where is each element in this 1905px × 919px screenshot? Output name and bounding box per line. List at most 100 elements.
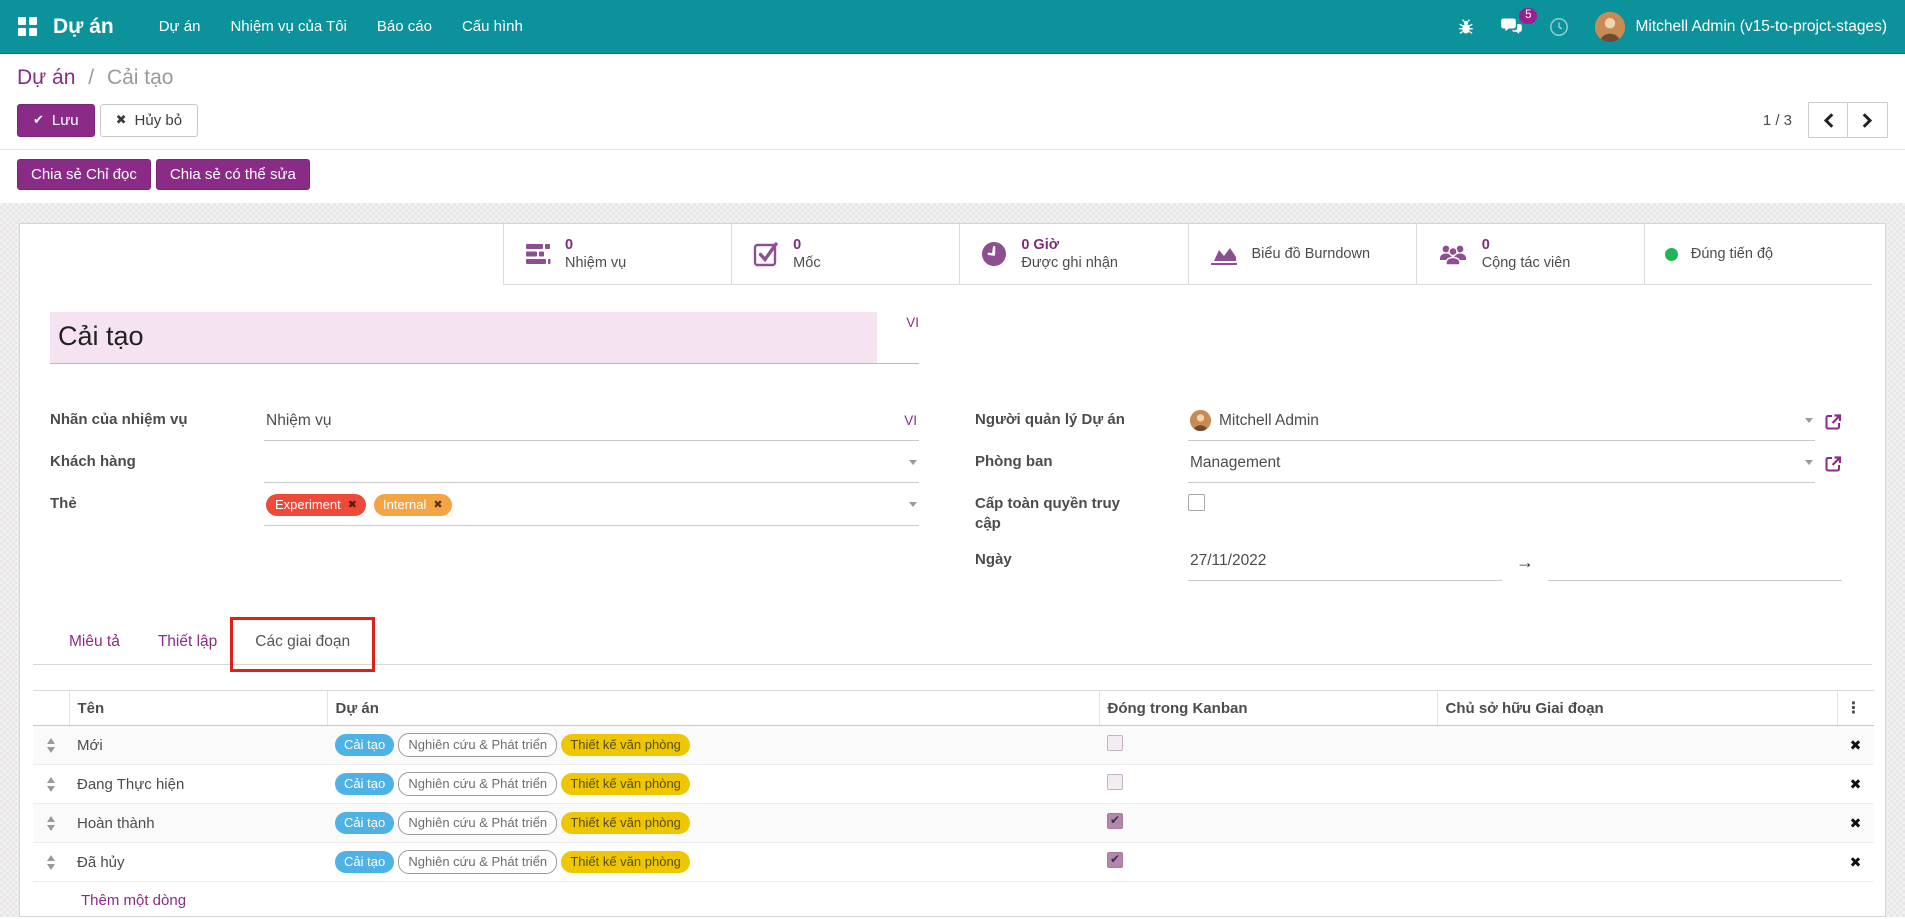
stage-name-cell[interactable]: Đang Thực hiện	[69, 764, 327, 804]
menu-item-nhiem-vu-cua-toi[interactable]: Nhiệm vụ của Tôi	[230, 17, 347, 35]
tag-experiment[interactable]: Experiment ✖	[266, 493, 366, 516]
drag-handle-icon[interactable]	[44, 815, 58, 831]
bug-icon[interactable]	[1457, 18, 1475, 36]
stage-owner-cell[interactable]	[1437, 803, 1837, 843]
add-row: Thêm một dòng	[33, 882, 1874, 917]
task-label-label: Nhãn của nhiệm vụ	[50, 411, 188, 428]
fold-checkbox[interactable]	[1107, 813, 1123, 829]
project-tag[interactable]: Thiết kế văn phòng	[561, 734, 690, 756]
tag-internal[interactable]: Internal ✖	[373, 493, 452, 516]
breadcrumb-separator: /	[88, 66, 95, 89]
project-tag[interactable]: Nghiên cứu & Phát triển	[398, 733, 558, 757]
full-access-checkbox[interactable]	[1188, 494, 1205, 511]
fold-checkbox[interactable]	[1107, 735, 1123, 751]
breadcrumb-parent[interactable]: Dự án	[17, 66, 76, 89]
stage-owner-cell[interactable]	[1437, 764, 1837, 804]
external-link-icon[interactable]	[1824, 455, 1842, 473]
discard-button[interactable]: ✖ Hủy bỏ	[99, 103, 199, 137]
pager-next-button[interactable]	[1848, 102, 1888, 138]
handle-column-header	[33, 690, 70, 726]
status-button-on-track[interactable]: Đúng tiến độ	[1643, 224, 1873, 284]
stage-projects-cell[interactable]: Cải tạo Nghiên cứu & Phát triển Thiết kế…	[327, 803, 1099, 843]
task-label-input[interactable]: Nhiệm vụ	[266, 411, 332, 429]
stat-button-milestones[interactable]: 0 Mốc	[731, 224, 960, 284]
app-name[interactable]: Dự án	[53, 14, 114, 38]
stat-button-tasks[interactable]: 0 Nhiệm vụ	[503, 224, 732, 284]
fold-checkbox[interactable]	[1107, 774, 1123, 790]
project-tag[interactable]: Cải tạo	[335, 851, 395, 873]
save-button[interactable]: ✔ Lưu	[17, 103, 95, 137]
title-translate-link[interactable]: VI	[906, 315, 919, 330]
delete-row-icon[interactable]: ✖	[1849, 814, 1862, 831]
activities-clock-icon[interactable]	[1549, 17, 1569, 37]
stage-projects-cell[interactable]: Cải tạo Nghiên cứu & Phát triển Thiết kế…	[327, 725, 1099, 765]
pager-buttons	[1808, 102, 1888, 138]
column-header-name[interactable]: Tên	[69, 690, 328, 726]
stage-owner-cell[interactable]	[1437, 842, 1837, 882]
messages-icon[interactable]: 5	[1501, 8, 1538, 36]
task-label-translate-link[interactable]: VI	[904, 413, 917, 428]
remove-tag-icon[interactable]: ✖	[347, 498, 357, 511]
remove-tag-icon[interactable]: ✖	[433, 498, 443, 511]
project-tag[interactable]: Thiết kế văn phòng	[561, 773, 690, 795]
collaborators-label: Cộng tác viên	[1481, 255, 1571, 271]
stage-owner-cell[interactable]	[1437, 725, 1837, 765]
add-row-link[interactable]: Thêm một dòng	[81, 892, 187, 910]
tab-cac-giai-doan[interactable]: Các giai đoạn	[230, 617, 376, 672]
chevron-down-icon	[1805, 418, 1813, 423]
burndown-label: Biểu đồ Burndown	[1251, 245, 1371, 262]
column-header-fold[interactable]: Đóng trong Kanban	[1099, 690, 1438, 726]
stage-name-cell[interactable]: Mới	[69, 725, 327, 765]
delete-row-icon[interactable]: ✖	[1849, 736, 1862, 753]
stage-projects-cell[interactable]: Cải tạo Nghiên cứu & Phát triển Thiết kế…	[327, 842, 1099, 882]
department-value: Management	[1190, 453, 1281, 471]
menu-item-bao-cao[interactable]: Báo cáo	[376, 17, 432, 35]
project-tag[interactable]: Nghiên cứu & Phát triển	[398, 811, 558, 835]
tag-label: Experiment	[275, 496, 341, 512]
stage-name-cell[interactable]: Hoàn thành	[69, 803, 327, 843]
arrow-right-icon: →	[1516, 551, 1534, 572]
tags-input[interactable]: Experiment ✖ Internal ✖	[264, 487, 919, 526]
delete-row-icon[interactable]: ✖	[1849, 853, 1862, 870]
project-tag[interactable]: Cải tạo	[335, 812, 395, 834]
table-header-row: Tên Dự án Đóng trong Kanban Chủ sở hữu G…	[33, 690, 1874, 726]
apps-grid-icon[interactable]	[18, 17, 37, 36]
stat-button-hours[interactable]: 0 Giờ Được ghi nhận	[959, 224, 1188, 284]
date-end-input[interactable]	[1548, 543, 1842, 581]
project-tag[interactable]: Thiết kế văn phòng	[561, 851, 690, 873]
manager-input[interactable]: Mitchell Admin	[1188, 403, 1815, 441]
project-tag[interactable]: Thiết kế văn phòng	[561, 812, 690, 834]
date-start-input[interactable]: 27/11/2022	[1188, 543, 1502, 581]
tab-mieu-ta[interactable]: Miêu tả	[69, 633, 120, 650]
check-icon: ✔	[33, 112, 44, 127]
menu-item-cau-hinh[interactable]: Cấu hình	[461, 17, 523, 35]
stat-button-burndown[interactable]: Biểu đồ Burndown	[1187, 224, 1416, 284]
column-header-project[interactable]: Dự án	[327, 690, 1100, 726]
project-tag[interactable]: Cải tạo	[335, 734, 395, 756]
tab-thiet-lap[interactable]: Thiết lập	[157, 633, 218, 650]
user-menu[interactable]: Mitchell Admin (v15-to-projct-stages)	[1595, 11, 1887, 42]
menu-item-du-an[interactable]: Dự án	[158, 17, 201, 35]
project-name-input[interactable]: Cải tạo	[50, 312, 877, 363]
drag-handle-icon[interactable]	[44, 776, 58, 792]
pager-previous-button[interactable]	[1808, 102, 1848, 138]
department-input[interactable]: Management	[1188, 445, 1815, 483]
stage-name-cell[interactable]: Đã hủy	[69, 842, 327, 882]
user-avatar	[1595, 11, 1626, 42]
customer-input[interactable]	[264, 445, 919, 483]
external-link-icon[interactable]	[1824, 413, 1842, 431]
column-header-owner[interactable]: Chủ sở hữu Giai đoạn	[1437, 690, 1838, 726]
delete-row-icon[interactable]: ✖	[1849, 775, 1862, 792]
fold-checkbox[interactable]	[1107, 852, 1123, 868]
optional-columns-icon[interactable]: ⋮	[1845, 700, 1862, 717]
project-tag[interactable]: Nghiên cứu & Phát triển	[398, 772, 558, 796]
project-tag[interactable]: Cải tạo	[335, 773, 395, 795]
drag-handle-icon[interactable]	[44, 737, 58, 753]
project-tag[interactable]: Nghiên cứu & Phát triển	[398, 850, 558, 874]
stage-projects-cell[interactable]: Cải tạo Nghiên cứu & Phát triển Thiết kế…	[327, 764, 1099, 804]
drag-handle-icon[interactable]	[44, 854, 58, 870]
share-editable-button[interactable]: Chia sẻ có thể sửa	[155, 159, 310, 190]
stat-button-collaborators[interactable]: 0 Cộng tác viên	[1415, 224, 1644, 284]
share-readonly-button[interactable]: Chia sẻ Chỉ đọc	[17, 159, 151, 190]
tasks-icon	[524, 241, 552, 267]
